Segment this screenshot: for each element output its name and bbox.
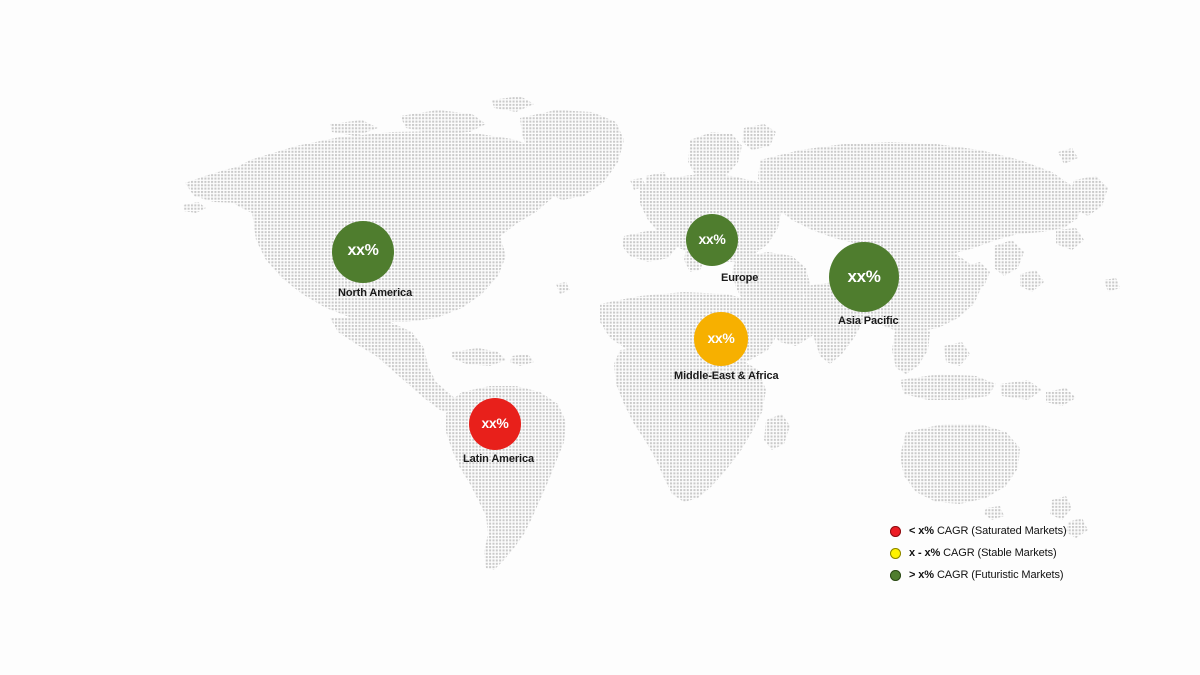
bubble-circle-north-america[interactable]: xx% bbox=[332, 221, 394, 283]
legend-desc-stable: CAGR (Stable Markets) bbox=[943, 547, 1057, 559]
legend-label-stable: x - x% CAGR (Stable Markets) bbox=[909, 547, 1057, 559]
legend-prefix-futuristic: > x% bbox=[909, 569, 934, 581]
legend: < x% CAGR (Saturated Markets) x - x% CAG… bbox=[890, 520, 1067, 586]
region-label-europe: Europe bbox=[721, 272, 759, 284]
bubble-circle-latin-america[interactable]: xx% bbox=[469, 398, 521, 450]
legend-dot-red-icon bbox=[890, 525, 901, 537]
legend-item-futuristic[interactable]: > x% CAGR (Futuristic Markets) bbox=[890, 564, 1067, 586]
bubble-circle-middle-east-africa[interactable]: xx% bbox=[694, 312, 748, 366]
bubble-value-asia-pacific: xx% bbox=[847, 266, 881, 286]
region-label-asia-pacific: Asia Pacific bbox=[838, 315, 899, 327]
region-label-latin-america: Latin America bbox=[463, 453, 535, 465]
bubble-value-latin-america: xx% bbox=[481, 415, 509, 431]
legend-label-futuristic: > x% CAGR (Futuristic Markets) bbox=[909, 569, 1064, 581]
legend-item-stable[interactable]: x - x% CAGR (Stable Markets) bbox=[890, 542, 1067, 564]
legend-desc-futuristic: CAGR (Futuristic Markets) bbox=[936, 569, 1064, 581]
legend-item-saturated[interactable]: < x% CAGR (Saturated Markets) bbox=[890, 520, 1067, 542]
legend-label-saturated: < x% CAGR (Saturated Markets) bbox=[909, 525, 1067, 537]
bubble-value-north-america: xx% bbox=[347, 242, 379, 259]
bubble-value-europe: xx% bbox=[698, 231, 726, 247]
legend-dot-green-icon bbox=[890, 569, 901, 581]
bubble-value-middle-east-africa: xx% bbox=[707, 330, 735, 346]
legend-desc-saturated: CAGR (Saturated Markets) bbox=[936, 525, 1067, 537]
legend-prefix-saturated: < x% bbox=[909, 525, 934, 537]
region-label-middle-east-africa: Middle-East & Africa bbox=[674, 370, 779, 382]
bubble-circle-asia-pacific[interactable]: xx% bbox=[829, 242, 899, 312]
region-label-north-america: North America bbox=[338, 287, 413, 299]
legend-prefix-stable: x - x% bbox=[909, 547, 941, 559]
bubble-circle-europe[interactable]: xx% bbox=[686, 214, 738, 266]
legend-dot-yellow-icon bbox=[890, 547, 901, 559]
